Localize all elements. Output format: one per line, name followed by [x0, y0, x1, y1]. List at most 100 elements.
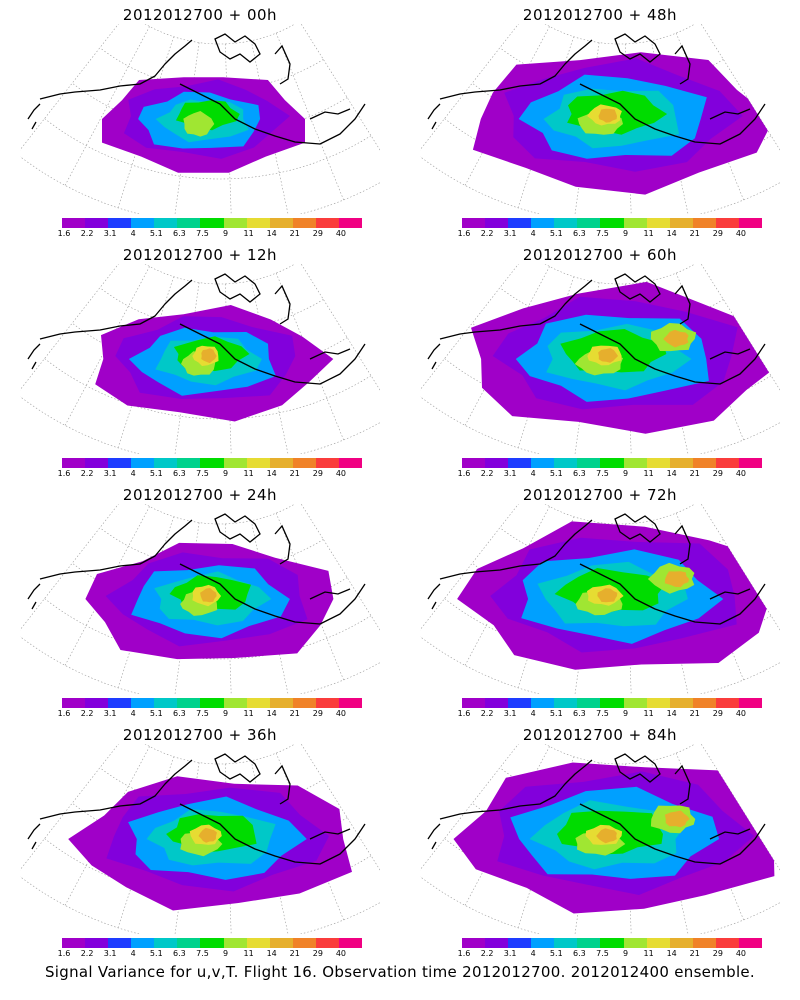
colorbar-label: 21: [289, 469, 300, 478]
colorbar-label: 4: [130, 949, 136, 958]
colorbar-swatch: [692, 938, 716, 948]
colorbar-label: 1.6: [57, 469, 71, 478]
colorbar-swatch: [62, 218, 86, 228]
colorbar-swatch: [292, 698, 316, 708]
colorbar-swatch: [554, 938, 578, 948]
colorbar-swatch: [200, 698, 224, 708]
colorbar-swatch: [485, 938, 509, 948]
colorbar-label: 3.1: [103, 229, 117, 238]
panel-title: 2012012700 + 60h: [522, 246, 678, 264]
colorbar-swatch: [646, 938, 670, 948]
colorbar-label: 29: [312, 709, 323, 718]
variance-map: [20, 504, 380, 694]
colorbar-swatch: [154, 938, 178, 948]
colorbar-swatch: [292, 938, 316, 948]
colorbar-label: 14: [666, 229, 677, 238]
variance-map: [420, 504, 780, 694]
colorbar-swatch: [738, 698, 763, 708]
colorbar-label: 2.2: [480, 469, 494, 478]
colorbar-swatch: [154, 698, 178, 708]
colorbar-label: 1.6: [457, 949, 471, 958]
colorbar-label: 4: [530, 709, 536, 718]
variance-field: [471, 281, 780, 434]
colorbar-swatch: [738, 938, 763, 948]
colorbar-label: 7.5: [596, 949, 609, 958]
colorbar: 1.6 2.2 3.1 4 5.1 6.3 7.5 9 11 14 21 29 40: [458, 218, 763, 238]
colorbar: 1.6 2.2 3.1 4 5.1 6.3 7.5 9 11 14 21 29 40: [58, 938, 363, 958]
colorbar-swatch: [623, 458, 647, 468]
colorbar-swatch: [462, 218, 486, 228]
figure-caption: Signal Variance for u,v,T. Flight 16. Ob…: [44, 963, 756, 981]
colorbar-label: 7.5: [196, 949, 209, 958]
colorbar-label: 40: [735, 469, 747, 478]
colorbar-label: 29: [712, 949, 723, 958]
variance-map: [420, 24, 780, 214]
colorbar-swatch: [738, 458, 763, 468]
colorbar-label: 11: [643, 229, 654, 238]
colorbar-label: 21: [689, 949, 700, 958]
variance-field: [102, 77, 305, 173]
map-panel: 2012012700 + 36h 1.6 2.2 3.1 4 5.1 6.3 7.5 9 11 14…: [10, 720, 390, 962]
colorbar-swatch: [338, 458, 363, 468]
colorbar-label: 11: [243, 229, 254, 238]
colorbar-label: 9: [222, 229, 229, 238]
colorbar-swatch: [154, 458, 178, 468]
colorbar-label: 40: [335, 229, 347, 238]
colorbar-label: 5.1: [149, 469, 163, 478]
map-panel: 2012012700 + 84h 1.6 2.2 3.1 4 5.1 6.3 7.5 9 11 14…: [410, 720, 790, 962]
colorbar-swatch: [315, 698, 339, 708]
colorbar-swatch: [508, 218, 532, 228]
colorbar-label: 3.1: [503, 709, 517, 718]
colorbar-swatch: [462, 458, 486, 468]
variance-map: [20, 24, 380, 214]
colorbar-swatch: [223, 458, 247, 468]
colorbar-label: 3.1: [103, 709, 117, 718]
colorbar-swatch: [108, 218, 132, 228]
colorbar-swatch: [462, 938, 486, 948]
variance-map: [20, 264, 380, 454]
variance-map: [420, 264, 780, 454]
colorbar-label: 5.1: [549, 469, 563, 478]
colorbar-swatch: [85, 218, 109, 228]
coastline: [27, 513, 366, 625]
colorbar-swatch: [508, 938, 532, 948]
colorbar-swatch: [292, 458, 316, 468]
colorbar-swatch: [223, 938, 247, 948]
colorbar-swatch: [692, 218, 716, 228]
colorbar-label: 7.5: [596, 469, 609, 478]
colorbar-label: 3.1: [503, 949, 517, 958]
map-panel: 2012012700 + 12h 1.6 2.2 3.1 4 5.1 6.3 7.5 9 11 14…: [10, 240, 390, 482]
colorbar-label: 4: [130, 709, 136, 718]
panel-title: 2012012700 + 00h: [122, 6, 278, 24]
colorbar-label: 1.6: [457, 229, 471, 238]
colorbar-label: 5.1: [549, 229, 563, 238]
colorbar-label: 14: [266, 229, 277, 238]
colorbar-label: 40: [735, 229, 747, 238]
colorbar-label: 2.2: [80, 949, 94, 958]
colorbar-label: 9: [222, 469, 229, 478]
colorbar-label: 29: [712, 469, 723, 478]
colorbar-label: 3.1: [103, 949, 117, 958]
colorbar-swatch: [669, 938, 693, 948]
colorbar-swatch: [315, 938, 339, 948]
colorbar-swatch: [246, 938, 270, 948]
colorbar-swatch: [738, 218, 763, 228]
colorbar-label: 11: [643, 469, 654, 478]
colorbar-label: 9: [622, 949, 629, 958]
colorbar-swatch: [62, 698, 86, 708]
colorbar-swatch: [269, 938, 293, 948]
colorbar-swatch: [600, 698, 624, 708]
colorbar-label: 29: [312, 469, 323, 478]
colorbar-label: 6.3: [573, 949, 586, 958]
colorbar-label: 40: [335, 709, 347, 718]
colorbar-swatch: [554, 218, 578, 228]
colorbar-label: 9: [622, 469, 629, 478]
panel-title: 2012012700 + 72h: [522, 486, 678, 504]
colorbar-label: 9: [622, 709, 629, 718]
colorbar-label: 1.6: [57, 949, 71, 958]
colorbar-label: 40: [735, 709, 747, 718]
colorbar-swatch: [269, 218, 293, 228]
variance-field: [68, 776, 352, 911]
colorbar-swatch: [223, 218, 247, 228]
colorbar-swatch: [715, 458, 739, 468]
